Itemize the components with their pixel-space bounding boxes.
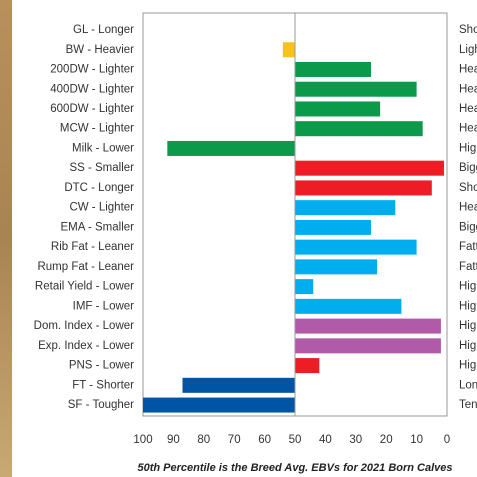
category-label: Retail Yield - Lower <box>35 281 134 293</box>
category-label: CW - Lighter <box>69 202 134 214</box>
x-tick-label: 70 <box>228 434 241 446</box>
x-tick-label: 60 <box>258 434 271 446</box>
x-tick-label: 30 <box>349 434 362 446</box>
right-label: Hea <box>459 83 477 95</box>
right-label: Fatt <box>459 241 477 253</box>
bar <box>295 298 402 314</box>
x-tick-label: 90 <box>167 434 180 446</box>
photo-strip <box>0 0 12 477</box>
category-label: Rump Fat - Leaner <box>37 261 134 273</box>
caption: 50th Percentile is the Breed Avg. EBVs f… <box>137 462 452 474</box>
x-tick-label: 0 <box>444 434 450 446</box>
right-label: Hea <box>459 103 477 115</box>
right-label: Ten <box>459 399 477 411</box>
category-label: FT - Shorter <box>72 379 134 391</box>
right-label: Bigg <box>459 221 477 233</box>
category-label: 400DW - Lighter <box>50 83 134 95</box>
right-label: High <box>459 142 477 154</box>
category-label: SF - Tougher <box>68 399 134 411</box>
bar <box>295 180 432 196</box>
bar <box>282 42 295 58</box>
bar <box>295 318 441 334</box>
bar <box>295 239 417 255</box>
x-tick-label: 50 <box>289 434 302 446</box>
bar <box>295 200 396 216</box>
bar <box>295 219 371 235</box>
right-label: Fatt <box>459 261 477 273</box>
category-label: 600DW - Lighter <box>50 103 134 115</box>
category-label: SS - Smaller <box>69 162 134 174</box>
category-label: 200DW - Lighter <box>50 64 134 76</box>
bar <box>295 61 371 77</box>
bar <box>182 377 295 393</box>
right-label: Lon <box>459 379 477 391</box>
right-label: High <box>459 300 477 312</box>
bar <box>143 397 295 413</box>
category-label: BW - Heavier <box>66 44 135 56</box>
category-label: IMF - Lower <box>73 300 135 312</box>
right-label: High <box>459 320 477 332</box>
category-label: Milk - Lower <box>72 142 134 154</box>
category-label: Exp. Index - Lower <box>38 340 134 352</box>
x-tick-label: 10 <box>410 434 423 446</box>
bar <box>295 279 314 295</box>
right-label: Sho <box>459 182 477 194</box>
right-label: Hea <box>459 123 477 135</box>
bar <box>295 101 381 117</box>
right-label: High <box>459 340 477 352</box>
category-label: Rib Fat - Leaner <box>51 241 134 253</box>
right-label: Hea <box>459 202 477 214</box>
bar <box>295 338 441 354</box>
bar <box>167 140 295 156</box>
x-tick-label: 20 <box>380 434 393 446</box>
category-label: Dom. Index - Lower <box>34 320 135 332</box>
x-tick-label: 40 <box>319 434 332 446</box>
right-label: Hea <box>459 64 477 76</box>
right-label: Sho <box>459 24 477 36</box>
category-label: EMA - Smaller <box>61 221 135 233</box>
bar <box>295 160 444 176</box>
category-label: DTC - Longer <box>64 182 134 194</box>
bar <box>295 121 423 137</box>
right-label: High <box>459 360 477 372</box>
right-label: High <box>459 281 477 293</box>
right-label: Bigg <box>459 162 477 174</box>
bar <box>295 358 320 374</box>
category-label: GL - Longer <box>73 24 134 36</box>
bar <box>295 81 417 97</box>
bar <box>295 259 378 275</box>
right-label: Ligh <box>459 44 477 56</box>
x-tick-label: 80 <box>197 434 210 446</box>
x-tick-label: 100 <box>133 434 152 446</box>
category-label: PNS - Lower <box>69 360 134 372</box>
category-label: MCW - Lighter <box>60 123 134 135</box>
